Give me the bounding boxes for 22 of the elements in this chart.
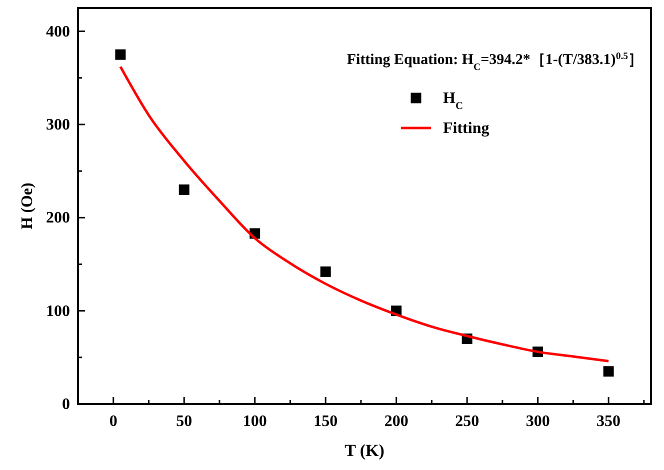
x-tick-label: 50 <box>176 413 192 430</box>
x-tick-label: 350 <box>596 413 621 430</box>
x-tick-label: 300 <box>526 413 550 430</box>
y-tick-label: 300 <box>46 116 70 134</box>
y-tick-label: 200 <box>46 210 70 227</box>
y-tick-label: 100 <box>46 302 70 320</box>
point <box>320 266 331 277</box>
x-tick-label: 0 <box>109 413 118 430</box>
x-tick-label: 100 <box>242 413 267 430</box>
y-tick-label: 0 <box>62 396 70 413</box>
annotation: Fitting Equation: H$_{C}$=394.2*［1-(T/383.1)$^{0.5}$］ <box>346 50 643 72</box>
x-tick-label: 150 <box>314 413 338 430</box>
x-axis-title: T (K) <box>344 441 384 460</box>
x-tick-label: 250 <box>455 413 480 430</box>
x-tick-label: 200 <box>384 413 408 430</box>
y-axis-title: H (Oe) <box>19 182 36 230</box>
point <box>115 49 126 60</box>
point <box>603 366 614 377</box>
y-tick-label: 400 <box>46 23 70 40</box>
legend-label: Fitting <box>443 120 490 137</box>
point <box>178 184 190 195</box>
legend-label: H$_{C}$ <box>443 90 463 112</box>
